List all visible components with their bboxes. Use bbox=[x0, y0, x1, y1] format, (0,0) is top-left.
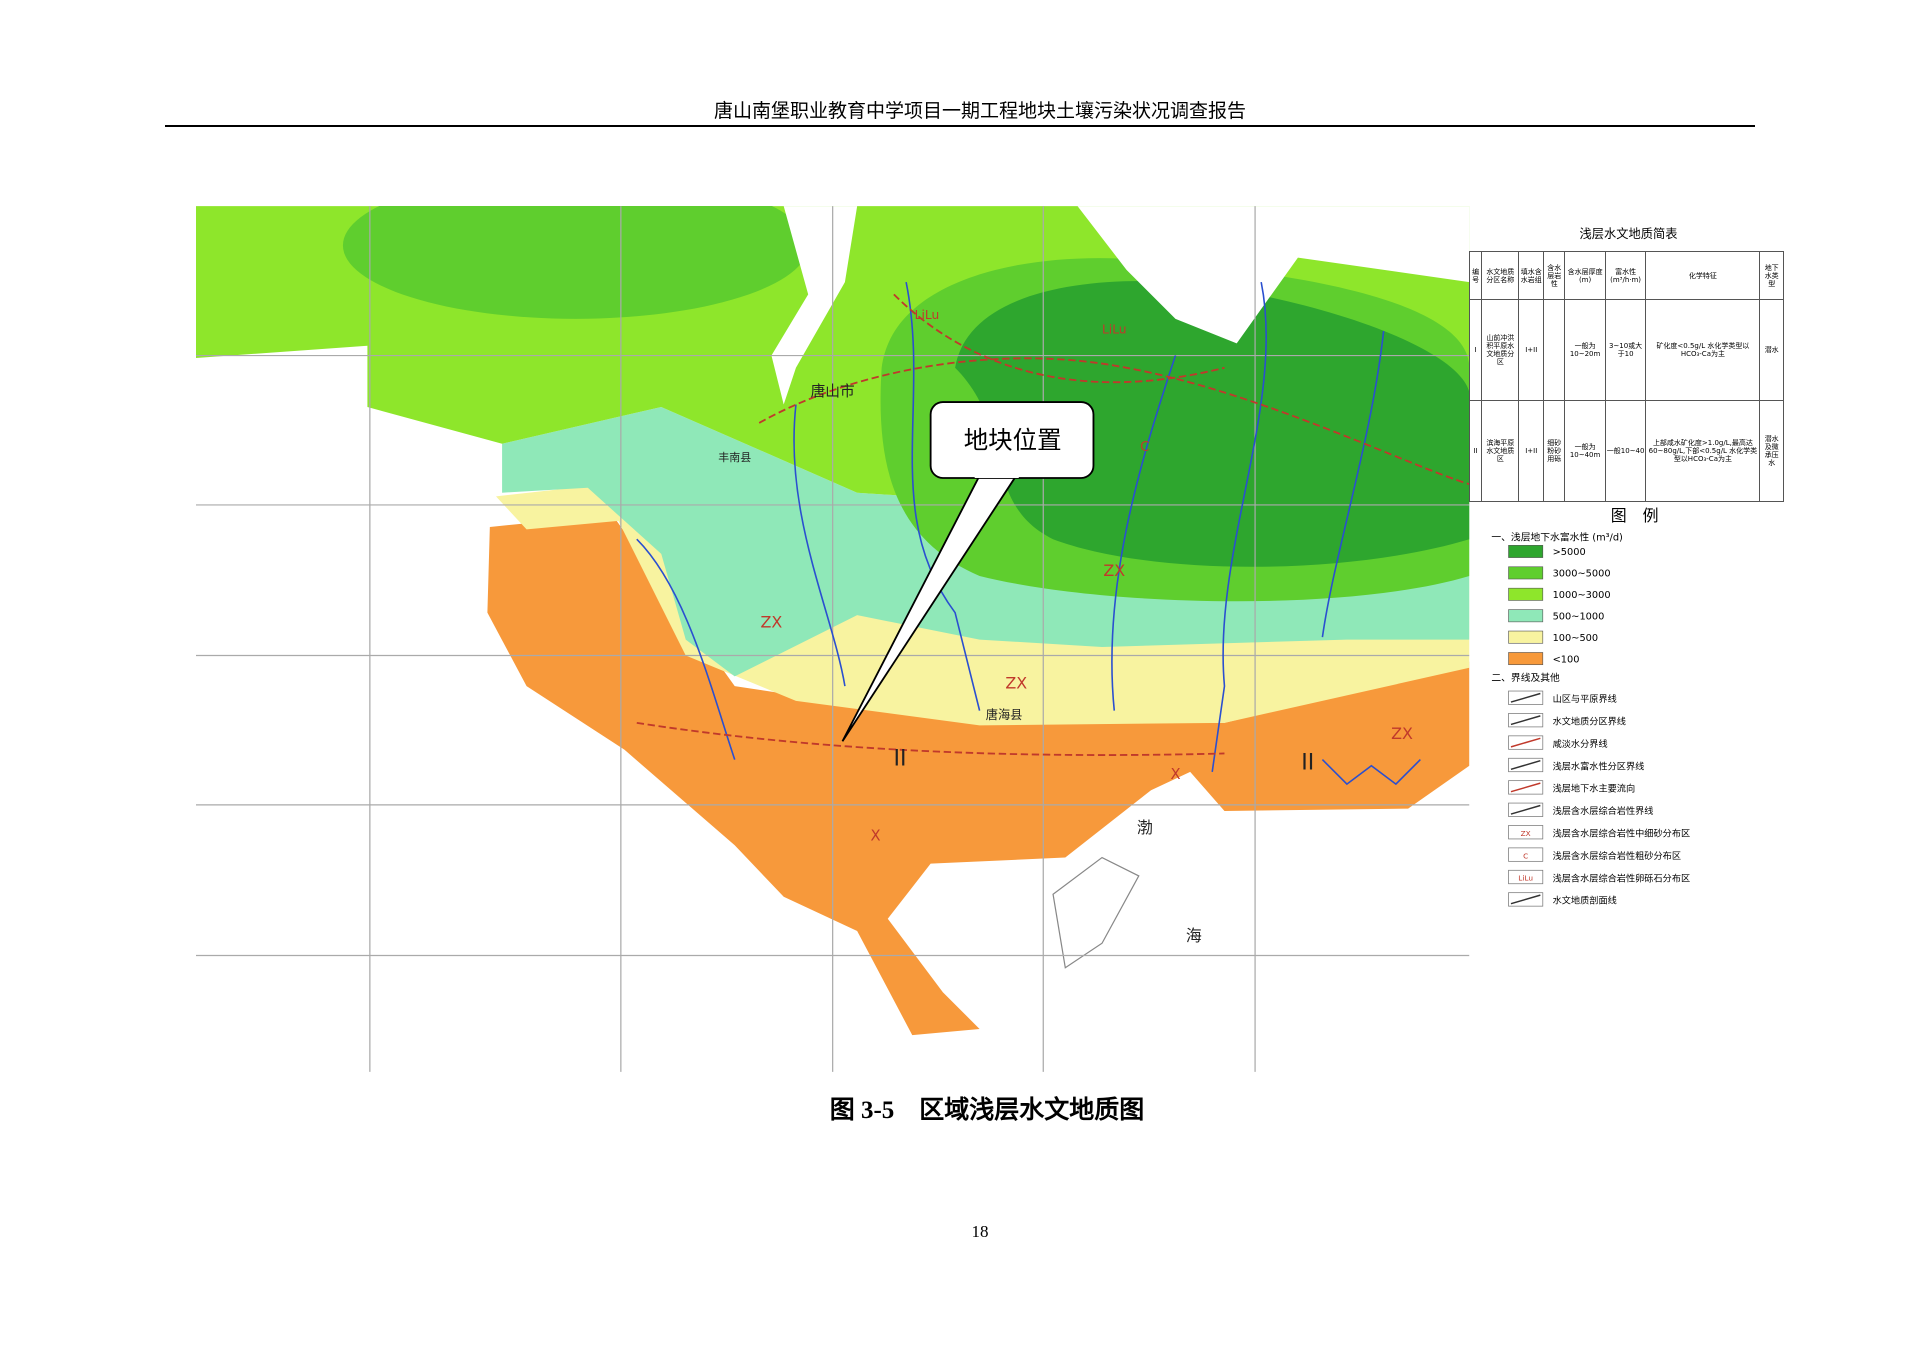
legend-symbol: C bbox=[1523, 851, 1528, 860]
table-cell: I bbox=[1468, 299, 1483, 401]
table-cell: 一般10~40 bbox=[1604, 400, 1647, 502]
legend-icon bbox=[1508, 869, 1544, 885]
map-label: ZX bbox=[1391, 724, 1413, 743]
table-cell: 潜水 bbox=[1759, 299, 1784, 401]
legend-label: 浅层水富水性分区界线 bbox=[1553, 760, 1645, 772]
map-label: C bbox=[1140, 440, 1149, 455]
map-label: 海 bbox=[1186, 926, 1202, 945]
legend-label: 1000~3000 bbox=[1553, 590, 1611, 601]
legend-label: 500~1000 bbox=[1553, 611, 1605, 622]
legend-section: 一、浅层地下水富水性 (m³/d) bbox=[1491, 530, 1623, 543]
table-cell: 3~10或大于10 bbox=[1604, 299, 1647, 401]
legend-label: 山区与平原界线 bbox=[1553, 693, 1617, 705]
table-cell: 潜水及微承压水 bbox=[1759, 400, 1784, 502]
table-header: 水文地质分区名称 bbox=[1481, 251, 1520, 300]
summary-table: 编号 水文地质分区名称 填水含水岩组 含水层岩性 含水层厚度(m) 富水性(m³/h·m)… bbox=[1468, 251, 1784, 502]
legend-swatch bbox=[1508, 587, 1544, 601]
legend-swatch bbox=[1508, 566, 1544, 580]
table-header: 含水层厚度(m) bbox=[1564, 251, 1606, 300]
table-header: 填水含水岩组 bbox=[1518, 251, 1545, 300]
callout: 地块位置 bbox=[841, 401, 1095, 742]
zone bbox=[955, 281, 1470, 567]
map-label: 渤 bbox=[1137, 818, 1153, 837]
table-header: 地下水类型 bbox=[1759, 251, 1784, 300]
map-label: ZX bbox=[1005, 674, 1027, 693]
table-header: 编号 bbox=[1468, 251, 1483, 300]
legend-line bbox=[1510, 804, 1541, 815]
legend-swatch bbox=[1508, 652, 1544, 666]
table-header: 含水层岩性 bbox=[1543, 251, 1566, 300]
legend-section: 二、界线及其他 bbox=[1491, 671, 1560, 684]
table-cell: 一般为10~40m bbox=[1564, 400, 1606, 502]
map-label: LiLu bbox=[1102, 323, 1127, 337]
boundaries bbox=[636, 293, 1470, 756]
map-label: II bbox=[894, 747, 907, 772]
legend-line bbox=[1510, 692, 1541, 703]
map-label: 唐海县 bbox=[986, 707, 1023, 722]
legend-icon bbox=[1508, 847, 1544, 862]
header-title: 唐山南堡职业教育中学项目一期工程地块土壤污染状况调查报告 bbox=[713, 101, 1246, 122]
table-cell: 滨海平原水文地质区 bbox=[1481, 400, 1520, 502]
legend-symbol: LiLu bbox=[1518, 874, 1533, 883]
table-cell: 矿化度<0.5g/L 水化学类型以HCO₃-Ca为主 bbox=[1645, 299, 1761, 401]
legend-title: 图 例 bbox=[1611, 506, 1659, 525]
table-cell: 山前冲洪积平原水文地质分区 bbox=[1481, 299, 1520, 401]
legend-line bbox=[1510, 737, 1541, 748]
legend-swatch bbox=[1508, 545, 1544, 558]
legend-swatch bbox=[1508, 630, 1544, 644]
map-label: X bbox=[1170, 766, 1180, 783]
legend-label: >5000 bbox=[1553, 547, 1586, 558]
table-cell: II bbox=[1468, 400, 1483, 502]
table-cell: 细砂粉砂用砾 bbox=[1543, 400, 1566, 502]
table-row: I 山前冲洪积平原水文地质分区 I+II 一般为10~20m 3~10或大于10 矿化度<… bbox=[1468, 299, 1784, 401]
table-cell bbox=[1543, 299, 1566, 401]
page-number: 18 bbox=[971, 1222, 989, 1241]
legend-label: 浅层含水层综合岩性卵砾石分布区 bbox=[1553, 872, 1691, 884]
legend-swatch bbox=[1508, 609, 1544, 623]
legend-label: 水文地质分区界线 bbox=[1553, 715, 1626, 727]
zone bbox=[342, 206, 809, 319]
map-label: LiLu bbox=[915, 308, 940, 322]
table-title: 浅层水文地质简表 bbox=[1580, 226, 1678, 241]
legend-label: 咸淡水分界线 bbox=[1553, 738, 1608, 750]
table-cell: I+II bbox=[1518, 400, 1545, 502]
map-label: X bbox=[870, 827, 880, 844]
table-cell: 一般为10~20m bbox=[1564, 299, 1606, 401]
legend-symbol: ZX bbox=[1521, 829, 1531, 838]
header-rule bbox=[165, 125, 1755, 127]
grid bbox=[196, 206, 1470, 1072]
map-label: 唐山市 bbox=[811, 383, 855, 400]
legend-label: 浅层含水层综合岩性中细砂分布区 bbox=[1553, 827, 1691, 839]
legend-label: 浅层含水层综合岩性界线 bbox=[1553, 805, 1654, 817]
legend-icon bbox=[1508, 825, 1544, 840]
map-label: 丰南县 bbox=[718, 451, 751, 464]
map-label: ZX bbox=[1103, 561, 1125, 580]
legend-line bbox=[1510, 894, 1541, 905]
table-header: 富水性(m³/h·m) bbox=[1604, 251, 1647, 300]
zone bbox=[487, 514, 1470, 1036]
table-row: 编号 水文地质分区名称 填水含水岩组 含水层岩性 含水层厚度(m) 富水性(m³/h·m)… bbox=[1468, 251, 1784, 300]
legend-label: <100 bbox=[1553, 654, 1580, 665]
map-label: ZX bbox=[761, 612, 783, 631]
legend-line bbox=[1510, 715, 1541, 726]
legend-label: 浅层含水层综合岩性粗砂分布区 bbox=[1553, 850, 1681, 862]
white-area bbox=[1077, 206, 1470, 344]
legend-label: 浅层地下水主要流向 bbox=[1553, 783, 1636, 795]
legend-label: 3000~5000 bbox=[1553, 569, 1611, 580]
callout-label: 地块位置 bbox=[964, 426, 1062, 455]
table-row: II 滨海平原水文地质区 I+II 细砂粉砂用砾 一般为10~40m 一般10~40 上部咸… bbox=[1468, 400, 1784, 502]
figure-caption: 图 3-5 区域浅层水文地质图 bbox=[829, 1097, 1145, 1124]
table-header: 化学特征 bbox=[1645, 251, 1761, 300]
legend-line bbox=[1510, 759, 1541, 770]
table-cell: 上部咸水矿化度>1.0g/L,最高达60~80g/L,下部<0.5g/L 水化学… bbox=[1645, 400, 1761, 502]
legend-line bbox=[1510, 782, 1541, 793]
legend-label: 水文地质剖面线 bbox=[1553, 895, 1617, 907]
map-label: II bbox=[1301, 750, 1314, 775]
legend-label: 100~500 bbox=[1553, 633, 1599, 644]
table-cell: I+II bbox=[1518, 299, 1545, 401]
